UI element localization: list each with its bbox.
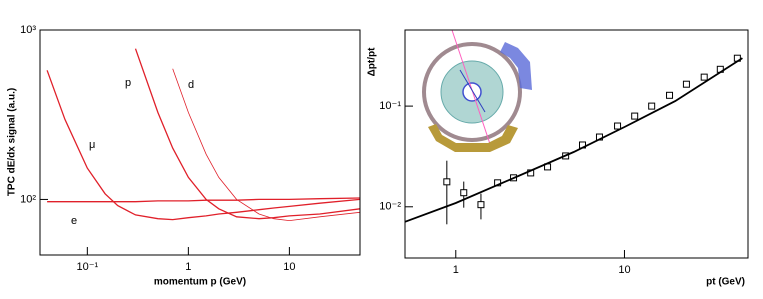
point xyxy=(460,189,468,197)
annotation: d xyxy=(188,79,194,91)
x-tick-label: 1 xyxy=(185,261,191,273)
x-tick-label: 10⁻¹ xyxy=(76,261,98,273)
detector-emcal xyxy=(500,42,532,90)
series-line xyxy=(405,57,743,223)
point xyxy=(648,102,656,110)
axes-frame xyxy=(404,29,749,259)
point xyxy=(631,112,639,120)
point xyxy=(666,91,674,99)
y-axis-label: TPC dE/dx signal (a.u.) xyxy=(7,88,18,196)
y-tick-label: 10³ xyxy=(20,24,36,36)
detector-its xyxy=(462,82,482,102)
annotation: e xyxy=(71,215,77,227)
series-line xyxy=(46,70,360,221)
point xyxy=(477,201,485,209)
y-axis-label: Δpt/pt xyxy=(367,47,378,77)
x-tick-label: 1 xyxy=(453,264,459,276)
series-line xyxy=(47,197,360,203)
annotation: μ xyxy=(89,139,95,151)
point xyxy=(443,178,451,186)
track-inner xyxy=(459,69,486,113)
point xyxy=(614,122,622,130)
x-axis-label: momentum p (GeV) xyxy=(154,277,246,288)
x-axis-label: pt (GeV) xyxy=(706,277,745,288)
detector-inset xyxy=(422,29,532,152)
axes-frame xyxy=(39,29,361,256)
chart-0: 10⁻¹ 1 10 10² 10³ momentum p (GeV) TPC dE/dx s… xyxy=(7,24,361,288)
series-line xyxy=(134,48,360,220)
y-tick-label: 10⁻² xyxy=(379,201,401,213)
chart-1: 1 10 10⁻² 10⁻¹ pt (GeV) Δpt/pt xyxy=(367,29,749,288)
point xyxy=(682,80,690,88)
plot-area xyxy=(405,54,743,225)
x-tick-label: 10 xyxy=(283,261,295,273)
plot-area xyxy=(46,48,360,222)
detector-phos xyxy=(428,124,518,152)
x-tick-label: 10 xyxy=(618,264,630,276)
point xyxy=(700,73,708,81)
y-tick-label: 10² xyxy=(20,193,36,205)
series-line xyxy=(172,68,360,222)
annotation: p xyxy=(125,77,131,89)
y-tick-label: 10⁻¹ xyxy=(379,100,401,112)
detector-ring xyxy=(422,42,522,142)
